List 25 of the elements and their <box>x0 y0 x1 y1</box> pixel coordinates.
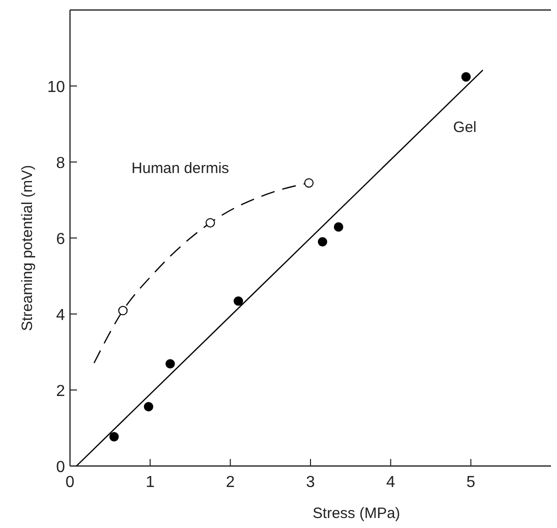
point <box>461 72 471 82</box>
point <box>144 402 154 412</box>
y-tick-label: 2 <box>56 383 66 400</box>
y-tick-label: 10 <box>47 79 66 96</box>
point <box>118 306 128 316</box>
text: Human dermis <box>132 160 230 177</box>
y-tick-label: 6 <box>56 231 66 248</box>
point <box>318 237 328 246</box>
x-tick-label: 3 <box>306 474 316 491</box>
point <box>304 178 314 188</box>
point <box>234 296 244 306</box>
series-label: Gel <box>453 119 477 136</box>
point <box>109 432 119 442</box>
point <box>206 218 215 228</box>
y-tick-label: 8 <box>56 155 66 172</box>
y-axis-title: Streaming potential (mV) <box>19 165 36 331</box>
x-axis-title: Stress (MPa) <box>312 505 400 522</box>
x-tick-label: 1 <box>146 474 155 491</box>
x-tick-label: 4 <box>386 474 396 491</box>
y-tick-label: 0 <box>56 459 66 476</box>
x-tick-label: 5 <box>466 474 476 491</box>
x-tick-label: 2 <box>226 474 235 491</box>
y-tick-label: 4 <box>56 307 66 324</box>
point <box>166 359 175 368</box>
point <box>334 222 344 232</box>
